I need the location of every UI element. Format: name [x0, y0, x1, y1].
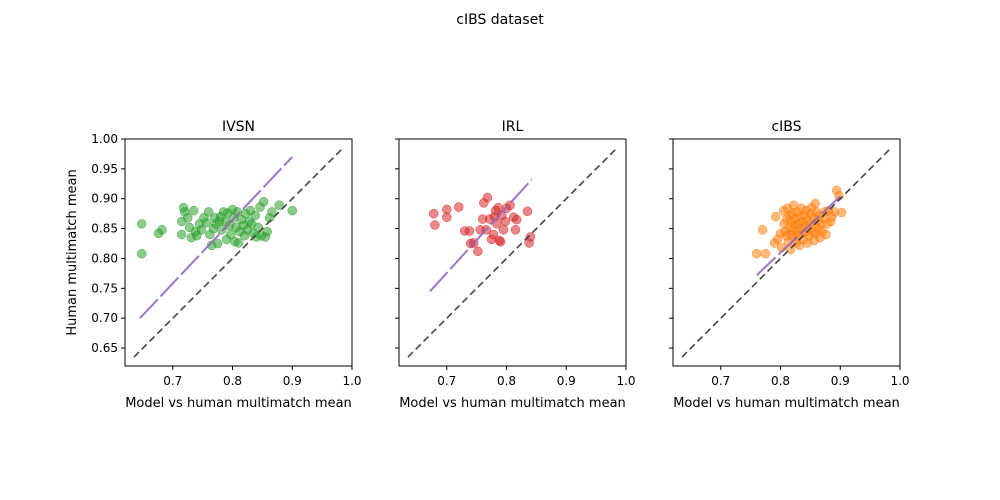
y-tick-label: 1.00 — [91, 132, 118, 146]
fit-line — [429, 178, 533, 293]
x-tick-label: 1.0 — [890, 374, 909, 388]
data-point — [453, 202, 464, 212]
x-tick-label: 0.9 — [283, 374, 302, 388]
data-point — [136, 248, 147, 259]
data-point — [442, 212, 452, 223]
data-point — [770, 211, 781, 222]
data-point — [760, 248, 771, 259]
data-point — [505, 200, 515, 211]
data-point — [785, 244, 796, 255]
x-axis-ticks: 0.7 0.8 0.9 1.0 — [163, 366, 362, 388]
data-point — [430, 220, 440, 230]
data-point — [510, 225, 521, 235]
data-point — [217, 225, 227, 235]
data-point — [500, 216, 511, 227]
y-tick-label: 0.90 — [91, 192, 118, 206]
subplot-cibs: cIBS 0.7 0.8 0.9 1.0 Model vs human multima… — [669, 119, 910, 411]
data-point — [267, 207, 277, 217]
x-tick-label: 0.7 — [437, 374, 456, 388]
data-point — [751, 248, 762, 259]
data-point — [177, 229, 187, 240]
data-point — [498, 225, 509, 235]
data-point — [495, 236, 506, 247]
data-point — [473, 246, 483, 257]
x-tick-label: 1.0 — [616, 374, 635, 388]
data-point — [262, 226, 272, 237]
subplot-ivsn: IVSN 0.7 0.8 0.9 1.0 0.650.700.750.800.850.… — [65, 119, 362, 411]
x-tick-label: 0.9 — [557, 374, 576, 388]
x-tick-label: 0.8 — [771, 374, 790, 388]
data-point — [250, 210, 260, 221]
x-axis-ticks: 0.7 0.8 0.9 1.0 — [437, 366, 636, 388]
plot-area — [133, 147, 344, 358]
figure-title: cIBS dataset — [456, 12, 544, 28]
x-tick-label: 0.9 — [831, 374, 850, 388]
data-point — [488, 229, 499, 240]
plot-area — [407, 147, 618, 358]
x-tick-label: 0.7 — [163, 374, 182, 388]
data-point — [201, 217, 211, 228]
y-axis-ticks: 0.65 0.70 0.75 0.80 0.85 0.90 0.95 1.00 — [91, 132, 125, 355]
data-point — [525, 232, 536, 242]
data-point — [225, 229, 236, 240]
data-point — [464, 226, 475, 236]
y-tick-label: 0.65 — [91, 341, 118, 355]
data-point — [757, 225, 768, 235]
identity-line — [133, 147, 344, 358]
x-axis-ticks: 0.7 0.8 0.9 1.0 — [711, 366, 910, 388]
plot-area — [681, 147, 892, 358]
axes-frame — [398, 138, 627, 367]
data-point — [258, 196, 269, 207]
y-tick-label: 0.70 — [91, 311, 118, 325]
data-point — [157, 225, 167, 235]
data-point — [482, 192, 493, 203]
data-point — [274, 200, 284, 211]
data-point — [836, 207, 847, 218]
fit-line — [139, 156, 293, 319]
data-point — [196, 225, 207, 235]
x-axis-label: Model vs human multimatch mean — [399, 396, 626, 411]
y-axis-ticks — [669, 138, 673, 349]
x-axis-label: Model vs human multimatch mean — [673, 396, 900, 411]
subplot-title: IVSN — [222, 119, 255, 135]
data-point — [522, 206, 533, 217]
y-tick-label: 0.80 — [91, 251, 118, 265]
data-point — [810, 198, 820, 209]
x-tick-label: 0.7 — [711, 374, 730, 388]
x-axis-label: Model vs human multimatch mean — [125, 396, 352, 411]
data-point — [182, 213, 193, 223]
x-tick-label: 0.8 — [497, 374, 516, 388]
fit-line — [755, 195, 841, 276]
y-tick-label: 0.95 — [91, 162, 118, 176]
subplot-irl: IRL 0.7 0.8 0.9 1.0 Model vs human multimat… — [395, 119, 636, 411]
y-axis-label: Human multimatch mean — [65, 169, 80, 335]
identity-line — [407, 147, 618, 358]
axes-frame — [124, 138, 353, 367]
x-tick-label: 1.0 — [342, 374, 361, 388]
data-point — [212, 238, 223, 249]
data-point — [511, 214, 522, 225]
data-point — [233, 238, 244, 248]
subplot-title: IRL — [502, 119, 524, 135]
subplot-title: cIBS — [771, 119, 801, 135]
identity-line — [681, 147, 892, 358]
axes-frame — [672, 138, 901, 367]
data-point — [287, 205, 298, 216]
data-point — [428, 208, 439, 219]
x-tick-label: 0.8 — [223, 374, 242, 388]
y-tick-label: 0.75 — [91, 281, 118, 295]
data-point — [136, 219, 147, 229]
y-axis-ticks — [395, 138, 399, 349]
y-tick-label: 0.85 — [91, 222, 118, 236]
data-point — [203, 207, 214, 217]
data-point — [821, 229, 831, 240]
data-point — [188, 205, 199, 216]
